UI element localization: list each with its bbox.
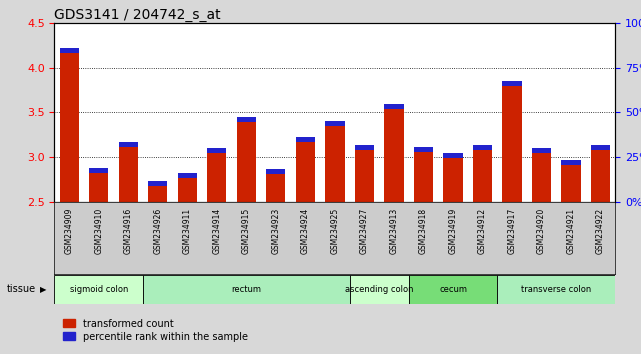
Text: GSM234923: GSM234923 <box>271 207 280 254</box>
Text: GSM234916: GSM234916 <box>124 207 133 254</box>
FancyBboxPatch shape <box>497 275 615 304</box>
Text: tissue: tissue <box>6 284 35 295</box>
Text: GSM234909: GSM234909 <box>65 207 74 254</box>
Bar <box>296 137 315 202</box>
Text: ascending colon: ascending colon <box>345 285 413 294</box>
Bar <box>207 148 226 202</box>
Bar <box>444 153 463 158</box>
Bar <box>355 145 374 150</box>
Bar <box>237 117 256 122</box>
Text: GDS3141 / 204742_s_at: GDS3141 / 204742_s_at <box>54 8 221 22</box>
Bar <box>473 145 492 202</box>
Bar <box>355 145 374 202</box>
Text: ▶: ▶ <box>40 285 46 294</box>
FancyBboxPatch shape <box>143 275 350 304</box>
Text: GSM234915: GSM234915 <box>242 207 251 254</box>
Text: GSM234920: GSM234920 <box>537 207 546 254</box>
Bar <box>296 137 315 142</box>
Bar <box>562 160 581 202</box>
Bar <box>473 145 492 150</box>
Text: GSM234914: GSM234914 <box>212 207 221 254</box>
Bar <box>119 142 138 202</box>
Text: GSM234926: GSM234926 <box>153 207 162 254</box>
FancyBboxPatch shape <box>54 275 143 304</box>
Text: GSM234927: GSM234927 <box>360 207 369 254</box>
Bar <box>237 117 256 202</box>
Bar <box>266 169 285 202</box>
Text: GSM234913: GSM234913 <box>390 207 399 254</box>
Text: GSM234922: GSM234922 <box>596 207 605 254</box>
Text: GSM234912: GSM234912 <box>478 207 487 254</box>
Text: GSM234917: GSM234917 <box>508 207 517 254</box>
Bar <box>148 181 167 186</box>
Text: GSM234925: GSM234925 <box>330 207 340 254</box>
Bar <box>266 169 285 173</box>
Bar <box>532 148 551 202</box>
Bar <box>178 173 197 202</box>
Bar <box>532 148 551 153</box>
Bar <box>89 168 108 173</box>
Text: transverse colon: transverse colon <box>521 285 592 294</box>
FancyBboxPatch shape <box>409 275 497 304</box>
Bar <box>414 147 433 202</box>
Text: GSM234921: GSM234921 <box>567 207 576 254</box>
Bar <box>444 153 463 202</box>
Bar <box>385 104 404 202</box>
Bar <box>326 121 344 126</box>
Bar <box>591 145 610 202</box>
Bar <box>326 121 344 202</box>
Bar <box>119 142 138 147</box>
Bar <box>89 168 108 202</box>
Bar <box>562 160 581 165</box>
Bar <box>60 48 79 53</box>
Text: rectum: rectum <box>231 285 262 294</box>
Text: cecum: cecum <box>439 285 467 294</box>
Bar <box>385 104 404 109</box>
Bar <box>414 147 433 152</box>
Text: GSM234924: GSM234924 <box>301 207 310 254</box>
FancyBboxPatch shape <box>350 275 409 304</box>
Text: GSM234919: GSM234919 <box>449 207 458 254</box>
Bar <box>503 81 522 86</box>
Bar <box>178 173 197 178</box>
Text: sigmoid colon: sigmoid colon <box>70 285 128 294</box>
Text: GSM234911: GSM234911 <box>183 207 192 254</box>
Text: GSM234910: GSM234910 <box>94 207 103 254</box>
Bar <box>503 81 522 202</box>
Bar <box>207 148 226 153</box>
Bar <box>591 145 610 150</box>
Bar <box>60 48 79 202</box>
Legend: transformed count, percentile rank within the sample: transformed count, percentile rank withi… <box>60 315 251 346</box>
Text: GSM234918: GSM234918 <box>419 207 428 254</box>
Bar <box>148 181 167 202</box>
